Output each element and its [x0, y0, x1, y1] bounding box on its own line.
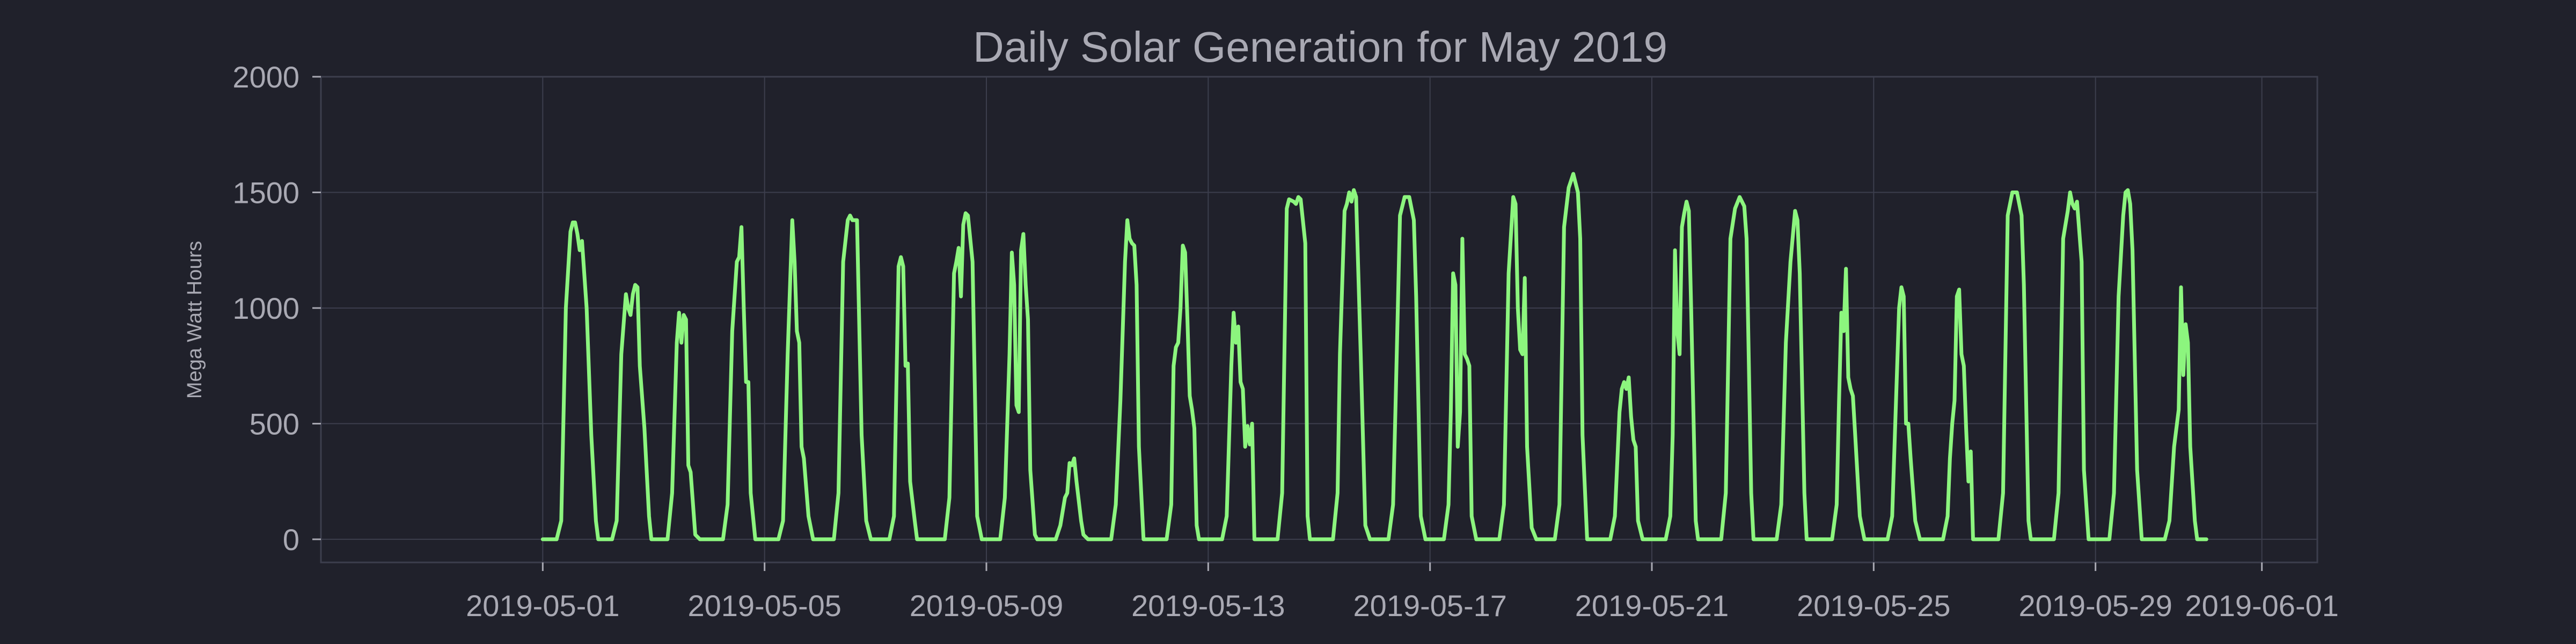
chart-title: Daily Solar Generation for May 2019 — [973, 23, 1667, 71]
x-tick-label: 2019-05-13 — [1131, 589, 1285, 623]
y-tick-label: 1500 — [232, 175, 299, 209]
plot-area-frame — [320, 76, 2318, 564]
x-tick-label: 2019-05-21 — [1575, 589, 1729, 623]
x-tick-label: 2019-05-17 — [1353, 589, 1506, 623]
series-layer — [540, 172, 2208, 541]
x-tick-label: 2019-06-01 — [2185, 589, 2338, 623]
x-tick-label: 2019-05-25 — [1797, 589, 1950, 623]
series-line — [540, 172, 2208, 541]
y-tick-label: 1000 — [232, 291, 299, 325]
x-tick-label: 2019-05-01 — [466, 589, 619, 623]
x-tick-label: 2019-05-29 — [2018, 589, 2172, 623]
y-tick-label: 2000 — [232, 60, 299, 94]
x-tick-label: 2019-05-09 — [910, 589, 1063, 623]
axis-ticks: 0 500 1000 1500 2000 2019-05-01 2019-05-05 2019… — [232, 60, 2338, 623]
y-tick-label: 500 — [250, 407, 299, 441]
y-tick-label: 0 — [283, 523, 299, 557]
x-tick-label: 2019-05-05 — [687, 589, 841, 623]
y-axis-title: Mega Watt Hours — [184, 241, 206, 399]
